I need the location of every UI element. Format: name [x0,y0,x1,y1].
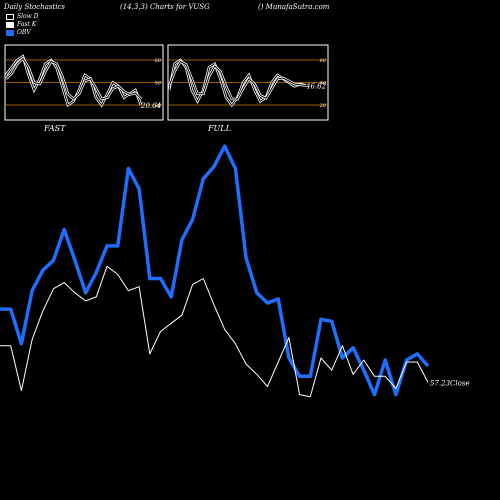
header-right: () MunafaSutra.com [258,3,330,11]
fast-tick-label-20: 20 [154,103,162,109]
obv-line [0,144,430,397]
full-tick-label-50: 50 [320,81,327,87]
full-value-label: 46.62 [305,83,327,91]
legend-item-fast-k: Fast K [6,21,36,28]
header-left: Daily Stochastics [4,3,66,11]
fast-series-line-1 [5,57,142,100]
legend-swatch-slow-d [6,13,14,20]
full-series-line-1 [168,60,307,100]
fast-value-label: 20.64 [140,102,161,110]
header-center: (14,3,3) Charts for VUSG [120,3,210,11]
legend-swatch-obv [6,29,14,36]
fast-tick-label-50: 50 [155,81,162,87]
legend-label-fast-k: Fast K [17,21,37,28]
close-line [0,265,429,398]
legend-item-obv: OBV [6,29,31,36]
legend-item-slow-d: Slow D [6,13,39,20]
fast-panel-title: FAST [44,124,66,133]
legend-label-slow-d: Slow D [17,13,39,20]
full-panel-title: FULL [208,124,231,133]
fast-tick-label-80: 80 [155,58,162,64]
full-tick-label-80: 80 [320,58,327,64]
full-tick-label-20: 20 [319,103,327,109]
close-value-label: 57.23Close [430,379,470,387]
legend-swatch-fast-k [6,21,14,28]
legend-label-obv: OBV [17,29,31,36]
